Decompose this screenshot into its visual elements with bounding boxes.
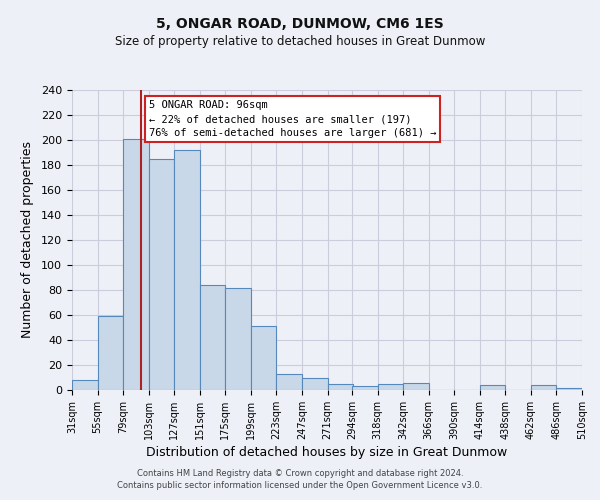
Text: Contains public sector information licensed under the Open Government Licence v3: Contains public sector information licen… — [118, 481, 482, 490]
Bar — [149, 159, 174, 390]
Bar — [174, 150, 200, 390]
Text: Size of property relative to detached houses in Great Dunmow: Size of property relative to detached ho… — [115, 35, 485, 48]
Y-axis label: Number of detached properties: Number of detached properties — [21, 142, 34, 338]
Bar — [377, 384, 403, 390]
Bar — [98, 316, 123, 390]
Bar — [226, 288, 251, 390]
Bar — [251, 326, 277, 390]
Bar — [277, 374, 302, 390]
Text: Contains HM Land Registry data © Crown copyright and database right 2024.: Contains HM Land Registry data © Crown c… — [137, 468, 463, 477]
Bar — [403, 382, 428, 390]
X-axis label: Distribution of detached houses by size in Great Dunmow: Distribution of detached houses by size … — [146, 446, 508, 459]
Bar — [531, 385, 556, 390]
Text: 5, ONGAR ROAD, DUNMOW, CM6 1ES: 5, ONGAR ROAD, DUNMOW, CM6 1ES — [156, 18, 444, 32]
Text: 5 ONGAR ROAD: 96sqm
← 22% of detached houses are smaller (197)
76% of semi-detac: 5 ONGAR ROAD: 96sqm ← 22% of detached ho… — [149, 100, 436, 138]
Bar — [200, 285, 226, 390]
Bar — [556, 388, 582, 390]
Bar — [328, 384, 353, 390]
Bar — [72, 380, 98, 390]
Bar — [480, 385, 505, 390]
Bar — [123, 138, 149, 390]
Bar — [352, 386, 377, 390]
Bar — [302, 378, 328, 390]
